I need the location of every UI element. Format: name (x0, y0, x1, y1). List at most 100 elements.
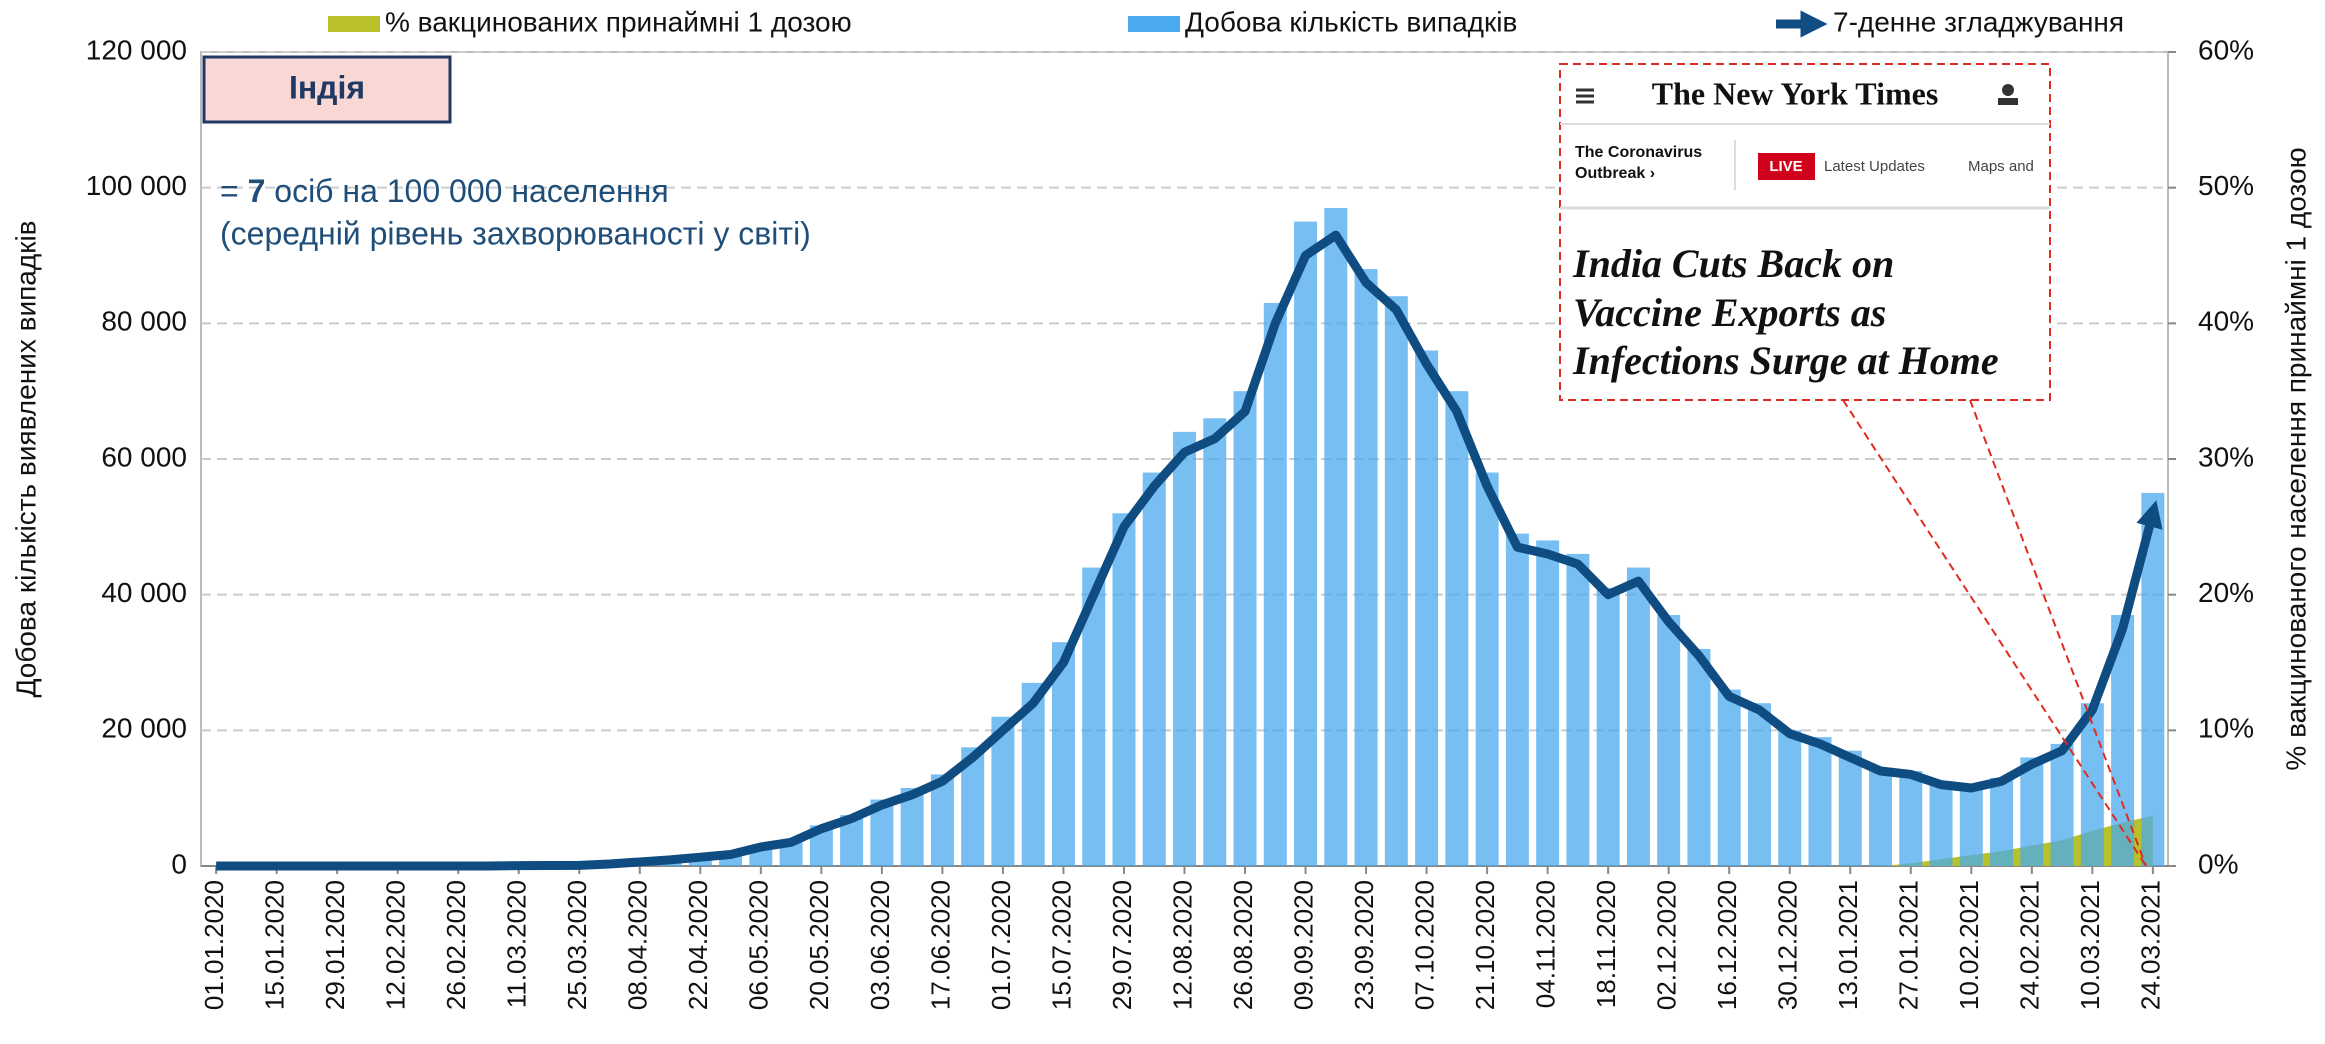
bar (1324, 208, 1348, 866)
bar (1808, 737, 1832, 866)
y2-tick-label: 50% (2198, 170, 2254, 201)
bar (1384, 296, 1408, 866)
x-tick-label: 25.03.2020 (562, 880, 592, 1010)
user-icon (2002, 84, 2014, 96)
x-tick-label: 18.11.2020 (1591, 880, 1621, 1008)
y-tick-label: 0 (171, 848, 187, 879)
bar (1294, 221, 1318, 867)
bar (1051, 642, 1075, 866)
bar (2020, 757, 2044, 866)
bar (1596, 587, 1620, 866)
x-tick-label: 10.03.2021 (2075, 880, 2105, 1010)
x-tick-label: 08.04.2020 (623, 880, 653, 1010)
bar (1354, 269, 1378, 867)
bar (870, 799, 894, 866)
bar (1505, 533, 1529, 866)
x-tick-label: 20.05.2020 (804, 880, 834, 1010)
y-axis-title: Добова кількість виявлених випадків (10, 220, 41, 697)
legend-label: 7-денне згладжування (1833, 6, 2124, 37)
headline: Vaccine Exports as (1573, 290, 1886, 335)
vaccination-area (216, 815, 2153, 866)
bar (1445, 391, 1469, 866)
inset-section: The Coronavirus (1575, 144, 1702, 161)
live-badge (1758, 153, 1815, 180)
y2-tick-label: 40% (2198, 306, 2254, 337)
x-tick-label: 29.07.2020 (1107, 880, 1137, 1010)
x-tick-label: 15.07.2020 (1046, 880, 1076, 1010)
bar (1233, 391, 1257, 866)
smoothing-line (216, 230, 2163, 871)
bar (1929, 781, 1953, 866)
x-tick-label: 03.06.2020 (865, 880, 895, 1010)
y2-tick-label: 60% (2198, 34, 2254, 65)
x-tick-label: 06.05.2020 (744, 880, 774, 1010)
x-tick-label: 17.06.2020 (925, 880, 955, 1010)
bar (1142, 472, 1166, 866)
legend-symbol (1128, 16, 1180, 32)
bar (1869, 767, 1893, 866)
bar (1990, 777, 2014, 866)
x-tick-label: 24.02.2021 (2015, 880, 2045, 1010)
inset-nav: Latest Updates (1824, 158, 1925, 175)
inset-logo: The New York Times (1652, 75, 1939, 111)
x-tick-label: 23.09.2020 (1349, 880, 1379, 1010)
bar (961, 747, 985, 866)
annotation: = 7 осіб на 100 000 населення (220, 173, 669, 209)
inset-section: Outbreak › (1575, 165, 1655, 182)
y2-tick-label: 10% (2198, 713, 2254, 744)
bar (1021, 682, 1045, 866)
bar (1203, 418, 1227, 866)
y2-tick-label: 0% (2198, 848, 2238, 879)
bar (1263, 302, 1287, 866)
bar (2141, 492, 2165, 866)
bar (2050, 743, 2074, 866)
bar (1626, 567, 1650, 866)
x-tick-label: 09.09.2020 (1288, 880, 1318, 1010)
x-tick-label: 10.02.2021 (1954, 880, 1984, 1010)
bar (1778, 730, 1802, 866)
bar (1082, 567, 1106, 866)
bar (991, 716, 1015, 866)
headline: Infections Surge at Home (1572, 338, 1999, 383)
x-tick-label: 02.12.2020 (1652, 880, 1682, 1010)
annotation: (середній рівень захворюваності у світі) (220, 215, 811, 251)
x-tick-label: 21.10.2020 (1470, 880, 1500, 1010)
region-box (202, 55, 452, 124)
x-tick-label: 15.01.2020 (260, 880, 290, 1010)
x-tick-label: 12.02.2020 (381, 880, 411, 1010)
headline: India Cuts Back on (1572, 241, 1894, 286)
x-tick-label: 11.03.2020 (502, 880, 532, 1008)
bar (1747, 703, 1771, 866)
y2-axis-title: % вакцинованого населення принаймні 1 до… (2280, 147, 2311, 770)
region-label: Індія (289, 69, 365, 105)
live-label: LIVE (1769, 158, 1802, 175)
x-tick-label: 01.07.2020 (986, 880, 1016, 1010)
inset-pointer (1842, 399, 2147, 867)
legend-label: % вакцинованих принаймні 1 дозою (385, 6, 852, 37)
legend-symbol (328, 16, 380, 32)
x-tick-label: 01.01.2020 (199, 880, 229, 1010)
x-tick-label: 13.01.2021 (1833, 880, 1863, 1010)
x-tick-label: 12.08.2020 (1167, 880, 1197, 1010)
bar (2111, 615, 2135, 866)
x-tick-label: 16.12.2020 (1712, 880, 1742, 1010)
user-icon (1998, 98, 2018, 105)
inset-nav: Maps and (1968, 158, 2034, 175)
bar (1717, 689, 1741, 866)
bar (1959, 784, 1983, 866)
bar (1475, 472, 1499, 866)
x-tick-label: 07.10.2020 (1409, 880, 1439, 1010)
bar (1657, 615, 1681, 866)
bar (1415, 350, 1439, 866)
bar (1536, 540, 1560, 866)
bar (1838, 750, 1862, 866)
bar (1687, 648, 1711, 866)
annotation-part: осіб на 100 000 населення (265, 173, 668, 209)
x-tick-label: 26.08.2020 (1228, 880, 1258, 1010)
bar (930, 774, 954, 866)
bar (1566, 553, 1590, 866)
x-tick-label: 27.01.2021 (1894, 880, 1924, 1010)
y2-tick-label: 20% (2198, 577, 2254, 608)
annotation-part: = (220, 173, 248, 209)
